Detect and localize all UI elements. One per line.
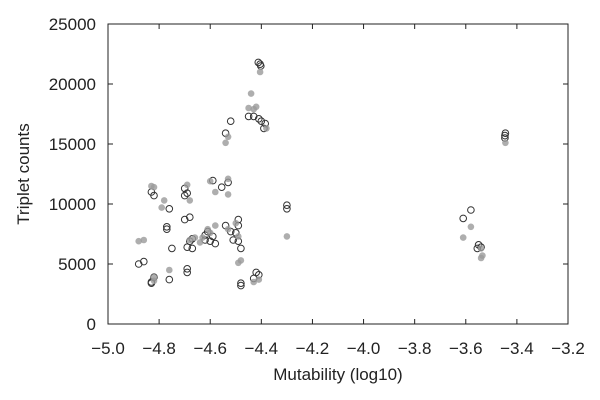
open-point-62 (237, 281, 245, 290)
filled-point-5 (224, 133, 232, 141)
filled-point-24 (196, 239, 204, 246)
open-point-16 (217, 183, 226, 191)
open-point-39 (183, 243, 191, 251)
open-point-45 (229, 236, 237, 244)
x-tick-label: −4.2 (296, 339, 330, 358)
data-points (134, 58, 510, 290)
x-tick-label: −3.4 (500, 339, 534, 358)
open-point-24 (283, 205, 291, 213)
filled-point-14 (206, 177, 214, 185)
y-axis-ticks: 0 5000 10000 15000 20000 25000 (49, 15, 568, 334)
open-point-30 (163, 225, 171, 233)
filled-point-43 (255, 276, 263, 283)
x-tick-label: −4.0 (347, 339, 381, 358)
open-point-4 (254, 115, 263, 123)
filled-point-26 (186, 236, 194, 244)
open-point-58 (183, 265, 191, 273)
filled-point-31 (459, 234, 467, 241)
filled-point-32 (477, 245, 485, 252)
open-point-60 (165, 275, 174, 284)
open-point-9 (226, 117, 235, 125)
filled-point-0 (256, 68, 264, 76)
filled-point-18 (158, 204, 165, 211)
open-point-19 (180, 191, 189, 200)
filled-point-10 (150, 183, 158, 191)
open-point-59 (183, 268, 191, 277)
y-axis-label: Triplet counts (14, 123, 33, 224)
filled-point-38 (150, 277, 158, 285)
open-point-36 (211, 239, 220, 248)
y-tick-label: 0 (87, 315, 96, 334)
filled-point-22 (206, 229, 214, 237)
x-tick-label: −4.6 (193, 339, 227, 358)
open-point-61 (237, 279, 245, 288)
filled-point-17 (212, 188, 219, 196)
filled-point-4 (250, 105, 257, 113)
filled-point-7 (263, 125, 270, 132)
y-tick-label: 5000 (58, 255, 96, 274)
x-tick-label: −3.8 (398, 339, 432, 358)
open-point-54 (134, 260, 143, 268)
open-point-5 (257, 117, 266, 125)
open-point-12 (501, 131, 509, 140)
filled-point-39 (166, 266, 173, 274)
filled-point-16 (224, 191, 232, 198)
open-point-40 (188, 244, 197, 253)
open-point-21 (150, 191, 158, 200)
open-point-47 (237, 244, 245, 253)
x-axis-ticks: −5.0 −4.8 −4.6 −4.4 −4.2 −4.0 −3.8 −3.6 −3.4 −3.2 (91, 24, 585, 358)
filled-point-2 (245, 104, 252, 112)
filled-point-42 (250, 278, 257, 286)
filled-point-25 (191, 234, 199, 241)
open-point-41 (168, 244, 176, 253)
y-tick-label: 15000 (49, 135, 96, 154)
filled-point-8 (502, 139, 509, 147)
open-point-23 (283, 201, 291, 209)
y-tick-label: 10000 (49, 195, 96, 214)
filled-point-11 (160, 197, 168, 204)
filled-point-15 (224, 175, 232, 183)
open-point-29 (163, 223, 171, 231)
filled-point-20 (212, 222, 219, 229)
x-tick-label: −4.8 (142, 339, 176, 358)
open-point-18 (183, 189, 191, 197)
filled-point-1 (247, 90, 255, 97)
filled-point-19 (283, 233, 291, 240)
filled-point-27 (232, 219, 240, 227)
open-point-22 (165, 205, 174, 213)
filled-point-36 (140, 236, 148, 244)
plot-area (107, 23, 569, 325)
filled-point-29 (235, 233, 242, 240)
filled-point-41 (237, 257, 245, 264)
x-tick-label: −3.6 (449, 339, 483, 358)
y-tick-label: 25000 (49, 15, 96, 34)
y-tick-label: 20000 (49, 75, 96, 94)
open-point-49 (459, 214, 468, 223)
x-axis-label: Mutability (log10) (273, 365, 402, 384)
filled-point-13 (186, 197, 194, 204)
filled-point-6 (222, 139, 229, 147)
x-tick-label: −3.2 (551, 339, 585, 358)
filled-point-34 (477, 254, 485, 262)
x-tick-label: −5.0 (91, 339, 125, 358)
open-point-48 (467, 206, 475, 214)
filled-point-12 (183, 181, 191, 189)
filled-point-28 (224, 225, 232, 233)
filled-point-30 (467, 223, 475, 231)
open-point-8 (244, 112, 253, 121)
x-tick-label: −4.4 (245, 339, 279, 358)
filled-point-35 (135, 237, 142, 245)
open-point-28 (180, 215, 189, 224)
